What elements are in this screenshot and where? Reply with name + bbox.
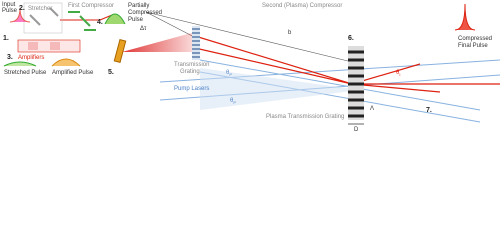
transmission-grating <box>192 26 200 60</box>
angle-label: θP <box>230 98 236 105</box>
angle-symbol: θ <box>230 98 234 104</box>
step-number: 6. <box>348 35 354 42</box>
pulse <box>104 13 126 25</box>
grating <box>68 11 96 31</box>
step-number: 1. <box>3 35 9 42</box>
label: Compressed <box>128 10 162 16</box>
stretcher-box <box>23 2 63 34</box>
beam-cone <box>122 32 195 52</box>
label: Grating <box>180 69 200 75</box>
angle-symbol: θ <box>226 70 230 76</box>
step-number: 5. <box>108 69 114 76</box>
label: Partially <box>128 3 149 9</box>
label: Input <box>2 2 16 8</box>
diagram: Input Pulse 1. 2. Stretcher First Compre… <box>2 2 500 132</box>
angle-subscript: P <box>233 100 236 105</box>
label: Δτ <box>140 26 147 32</box>
label: Pulse <box>128 17 144 23</box>
angle-subscript: P <box>229 72 232 77</box>
label: Stretched Pulse <box>4 70 47 76</box>
plasma-grating <box>348 46 364 120</box>
angle-subscript: I <box>399 72 400 77</box>
label: D <box>354 127 359 132</box>
pump-region <box>200 68 360 110</box>
label: Plasma Transmission Grating <box>266 114 344 120</box>
pulse <box>3 61 37 67</box>
label: Transmission <box>174 62 209 68</box>
label: Pump Lasers <box>174 86 209 92</box>
label: b <box>288 30 292 36</box>
amplifier <box>28 42 60 50</box>
label: Amplifiers <box>18 55 44 61</box>
amplifier-box <box>17 39 81 53</box>
pulse <box>454 3 476 31</box>
mirror <box>113 38 127 64</box>
pulse <box>51 58 81 67</box>
label: First Compressor <box>68 3 114 9</box>
angle-label: θI <box>396 70 400 77</box>
angle-symbol: θ <box>396 70 400 76</box>
label: Final Pulse <box>458 43 488 49</box>
label: Compressed <box>458 36 492 42</box>
grating <box>29 7 59 26</box>
step-number: 2. <box>19 5 25 12</box>
step-number: 7. <box>426 107 432 114</box>
label: Pulse <box>2 8 18 14</box>
step-number: 3. <box>7 54 13 61</box>
label: Stretcher <box>28 6 52 12</box>
label: Λ <box>370 106 374 112</box>
pulse <box>9 7 31 23</box>
label: Amplified Pulse <box>52 70 94 76</box>
step-number: 4. <box>97 19 103 26</box>
label: Second (Plasma) Compressor <box>262 3 342 9</box>
angle-label: θP <box>226 70 232 77</box>
